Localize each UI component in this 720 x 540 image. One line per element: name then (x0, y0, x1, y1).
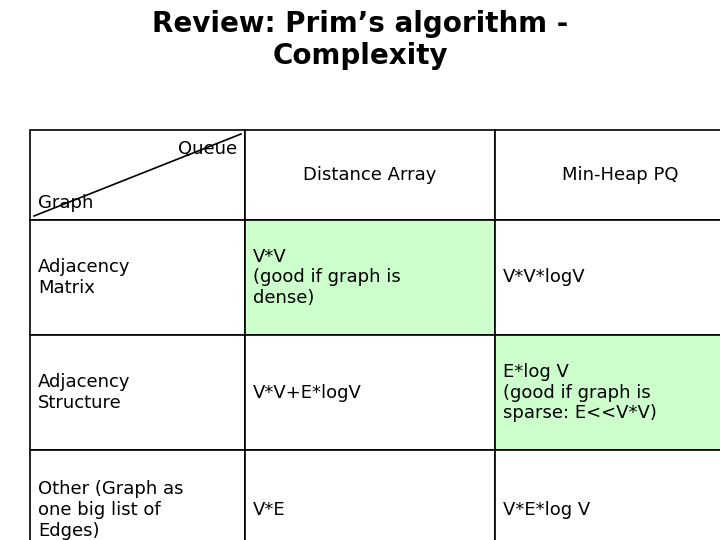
Bar (30, 220, 245, 335)
Bar (495, 220, 720, 335)
Text: Adjacency
Structure: Adjacency Structure (38, 373, 130, 412)
Text: V*V
(good if graph is
dense): V*V (good if graph is dense) (253, 248, 401, 307)
Text: Distance Array: Distance Array (303, 166, 437, 184)
Bar (245, 335, 495, 450)
Bar (495, 335, 720, 450)
Text: Min-Heap PQ: Min-Heap PQ (562, 166, 678, 184)
Text: Adjacency
Matrix: Adjacency Matrix (38, 258, 130, 297)
Bar (30, 335, 245, 450)
Text: Review: Prim’s algorithm -
Complexity: Review: Prim’s algorithm - Complexity (152, 10, 568, 70)
Text: V*V+E*logV: V*V+E*logV (253, 383, 362, 402)
Text: Other (Graph as
one big list of
Edges): Other (Graph as one big list of Edges) (38, 480, 184, 540)
Bar (495, 450, 720, 540)
Text: Graph: Graph (38, 194, 94, 212)
Text: V*E: V*E (253, 501, 286, 519)
Bar (245, 450, 495, 540)
Text: E*log V
(good if graph is
sparse: E<<V*V): E*log V (good if graph is sparse: E<<V*V… (503, 363, 657, 422)
Bar (245, 130, 495, 220)
Bar (495, 130, 720, 220)
Bar (245, 220, 495, 335)
Text: V*E*log V: V*E*log V (503, 501, 590, 519)
Bar (30, 450, 245, 540)
Text: V*V*logV: V*V*logV (503, 268, 585, 287)
Text: Queue: Queue (178, 140, 237, 158)
Bar (30, 130, 245, 220)
